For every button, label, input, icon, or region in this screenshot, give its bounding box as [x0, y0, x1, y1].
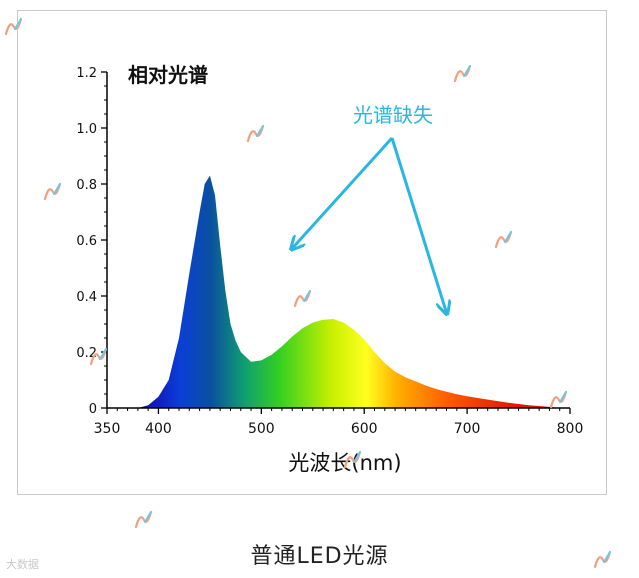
y-tick-label: 0.4 — [76, 290, 97, 305]
axes-layer: 0 0.2 0.4 0.6 0.8 1.0 1.2 350 400 500 600 700 800 — [76, 66, 583, 437]
y-tick-label: 0.6 — [76, 234, 97, 249]
chart-frame — [17, 10, 607, 495]
watermark-logo-icon — [4, 17, 23, 36]
annotation-label: 光谱缺失 — [353, 103, 433, 127]
x-tick-label: 600 — [351, 421, 378, 437]
x-tick-label: 800 — [557, 421, 584, 437]
x-tick-label: 400 — [145, 421, 172, 437]
chart-caption: 普通LED光源 — [250, 544, 389, 569]
watermark-text: 大数据 — [6, 558, 39, 571]
watermark-logo-icon — [134, 510, 153, 529]
watermark-logo-icon — [293, 289, 312, 308]
annotation-arrow — [390, 137, 447, 313]
watermark-logo-icon — [549, 390, 568, 409]
y-tick-label: 0.8 — [76, 178, 97, 193]
annotation-layer — [292, 136, 447, 313]
annotation-arrow — [292, 136, 394, 248]
x-tick-label: 500 — [248, 421, 275, 437]
y-tick-label: 0.2 — [76, 346, 97, 361]
watermark-logo-icon — [246, 124, 265, 143]
chart-title: 相对光谱 — [128, 63, 208, 87]
watermark-logo-icon — [453, 64, 472, 83]
watermark-logo-icon — [593, 550, 612, 569]
y-tick-label: 0 — [89, 402, 97, 417]
watermark-logo-icon — [43, 182, 62, 201]
watermark-logo-icon — [89, 347, 108, 366]
x-tick-label: 350 — [94, 421, 121, 437]
x-tick-label: 700 — [454, 421, 481, 437]
y-tick-label: 1.2 — [76, 66, 97, 81]
spectrum-area-layer — [137, 175, 560, 408]
spectrum-area — [137, 175, 560, 408]
x-axis-label: 光波长(nm) — [288, 451, 401, 475]
y-tick-label: 1.0 — [76, 122, 97, 137]
watermark-logo-icon — [494, 230, 513, 249]
watermark-logo-icon — [343, 450, 362, 469]
